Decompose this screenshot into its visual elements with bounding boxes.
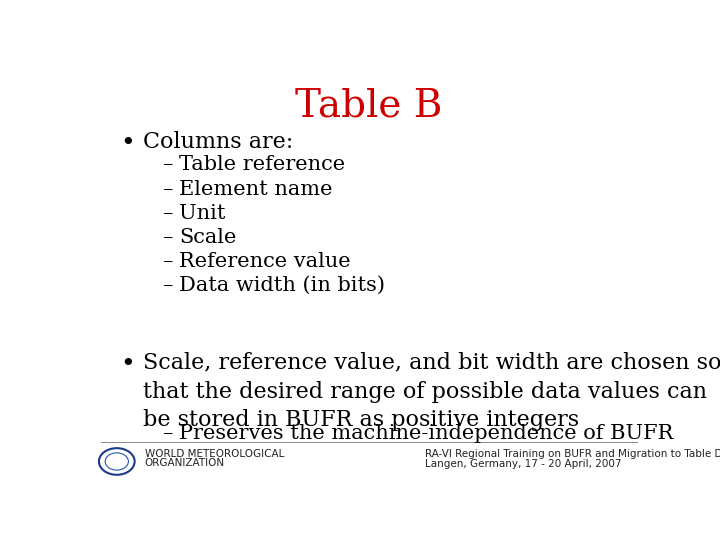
Text: –: – — [163, 204, 173, 222]
Text: –: – — [163, 228, 173, 247]
Text: Data width (in bits): Data width (in bits) — [179, 276, 385, 295]
Text: –: – — [163, 156, 173, 174]
Text: Langen, Germany, 17 - 20 April, 2007: Langen, Germany, 17 - 20 April, 2007 — [425, 459, 621, 469]
Text: •: • — [121, 131, 135, 156]
Text: •: • — [121, 352, 135, 376]
Text: Unit: Unit — [179, 204, 226, 222]
Text: Element name: Element name — [179, 180, 333, 199]
Text: ORGANIZATION: ORGANIZATION — [145, 458, 225, 468]
Text: Preserves the machine-independence of BUFR: Preserves the machine-independence of BU… — [179, 424, 674, 443]
Text: Table reference: Table reference — [179, 156, 346, 174]
Text: –: – — [163, 252, 173, 271]
Text: –: – — [163, 276, 173, 295]
Text: Scale: Scale — [179, 228, 237, 247]
Text: –: – — [163, 424, 173, 443]
Text: Columns are:: Columns are: — [143, 131, 293, 153]
Text: WORLD METEOROLOGICAL: WORLD METEOROLOGICAL — [145, 449, 284, 459]
Text: –: – — [163, 180, 173, 199]
Text: Table B: Table B — [295, 87, 443, 125]
Text: Reference value: Reference value — [179, 252, 351, 271]
Text: Scale, reference value, and bit width are chosen so
that the desired range of po: Scale, reference value, and bit width ar… — [143, 352, 720, 431]
Text: RA-VI Regional Training on BUFR and Migration to Table Driven Code Forms: RA-VI Regional Training on BUFR and Migr… — [425, 449, 720, 460]
